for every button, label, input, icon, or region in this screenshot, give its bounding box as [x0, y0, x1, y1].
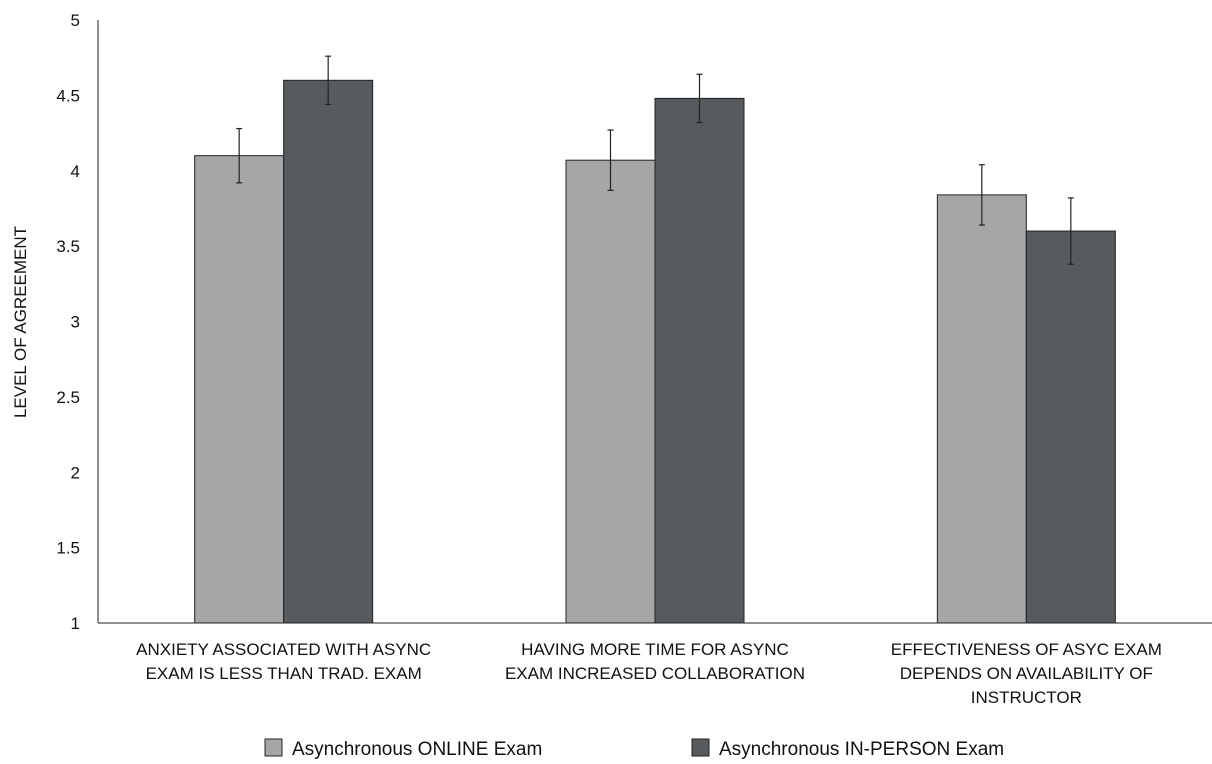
- y-tick-label: 2.5: [56, 388, 80, 407]
- y-tick-label: 4.5: [56, 86, 80, 105]
- bar-online-2: [565, 159, 656, 624]
- category-label-line: ANXIETY ASSOCIATED WITH ASYNC: [136, 640, 431, 659]
- error-bar: [978, 164, 985, 226]
- bar-online-3: [936, 194, 1027, 624]
- y-tick-label: 1.5: [56, 539, 80, 558]
- error-bar: [236, 127, 243, 184]
- category-label-line: INSTRUCTOR: [971, 688, 1082, 707]
- bar-in-person-2: [654, 97, 745, 624]
- legend-label: Asynchronous ONLINE Exam: [292, 739, 542, 760]
- error-bar: [325, 55, 332, 106]
- bar-in-person-3: [1025, 230, 1116, 624]
- y-axis-ticks: 1 1.5 2 2.5 3 3.5 4 4.5 5: [56, 11, 80, 633]
- error-bar: [607, 129, 614, 191]
- legend: Asynchronous ONLINE Exam Asynchronous IN-…: [264, 738, 1004, 760]
- bars: [194, 79, 1116, 624]
- error-bar: [1067, 197, 1074, 265]
- category-label-line: EFFECTIVENESS OF ASYC EXAM: [891, 640, 1162, 659]
- y-tick-label: 3: [71, 313, 80, 332]
- y-tick-label: 2: [71, 463, 80, 482]
- category-labels: ANXIETY ASSOCIATED WITH ASYNC EXAM IS LES…: [136, 640, 1162, 707]
- category-label-line: EXAM IS LESS THAN TRAD. EXAM: [146, 664, 422, 683]
- error-bars: [236, 55, 1074, 265]
- legend-swatch: [691, 738, 710, 757]
- y-axis-title: LEVEL OF AGREEMENT: [11, 226, 30, 418]
- bar-online-1: [194, 155, 285, 624]
- category-label: HAVING MORE TIME FOR ASYNC EXAM INCREASED…: [505, 640, 805, 683]
- y-tick-label: 1: [71, 614, 80, 633]
- y-tick-label: 5: [71, 11, 80, 30]
- error-bar: [696, 73, 703, 124]
- bar-in-person-1: [283, 79, 374, 624]
- legend-label: Asynchronous IN-PERSON Exam: [719, 739, 1004, 760]
- legend-item: Asynchronous ONLINE Exam: [264, 738, 542, 760]
- category-label-line: EXAM INCREASED COLLABORATION: [505, 664, 805, 683]
- y-tick-label: 4: [71, 162, 80, 181]
- legend-item: Asynchronous IN-PERSON Exam: [691, 738, 1004, 760]
- category-label: ANXIETY ASSOCIATED WITH ASYNC EXAM IS LES…: [136, 640, 431, 683]
- category-label-line: DEPENDS ON AVAILABILITY OF: [900, 664, 1153, 683]
- legend-swatch: [264, 738, 283, 757]
- y-tick-label: 3.5: [56, 237, 80, 256]
- category-label: EFFECTIVENESS OF ASYC EXAM DEPENDS ON AVA…: [891, 640, 1162, 707]
- category-label-line: HAVING MORE TIME FOR ASYNC: [521, 640, 789, 659]
